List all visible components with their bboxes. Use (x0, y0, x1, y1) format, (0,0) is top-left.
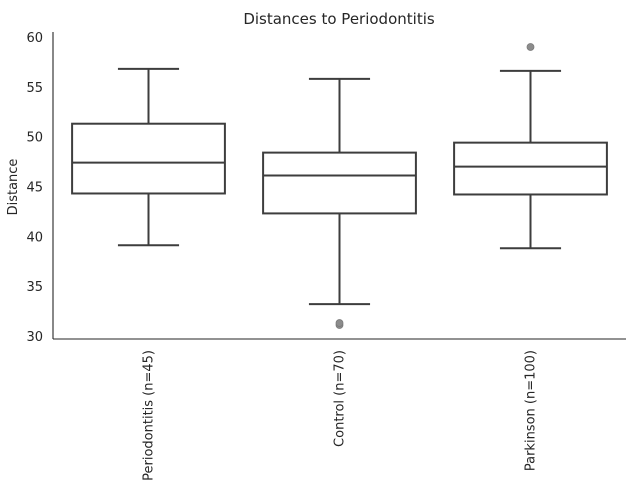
outlier-point (335, 319, 344, 327)
y-tick-label: 55 (26, 81, 43, 96)
y-tick-label: 30 (26, 330, 43, 345)
y-tick-label: 60 (26, 31, 43, 46)
box (262, 151, 417, 215)
y-tick-label: 35 (26, 280, 43, 295)
x-tick-label: Control (n=70) (333, 350, 348, 447)
x-tick-label: Periodontitis (n=45) (142, 350, 157, 480)
outlier-point (526, 43, 535, 51)
plot-area: 30 35 40 45 50 55 60 Periodontitis (n=45) Contro… (26, 31, 608, 480)
y-tick-label: 45 (26, 181, 43, 196)
chart-title: Distances to Periodontitis (243, 10, 435, 28)
x-tick-label: Parkinson (n=100) (524, 350, 539, 471)
box (71, 122, 226, 195)
y-tick-label: 50 (26, 131, 43, 146)
y-tick-label: 40 (26, 230, 43, 245)
y-axis-label: Distance (6, 159, 21, 216)
box (453, 141, 608, 196)
